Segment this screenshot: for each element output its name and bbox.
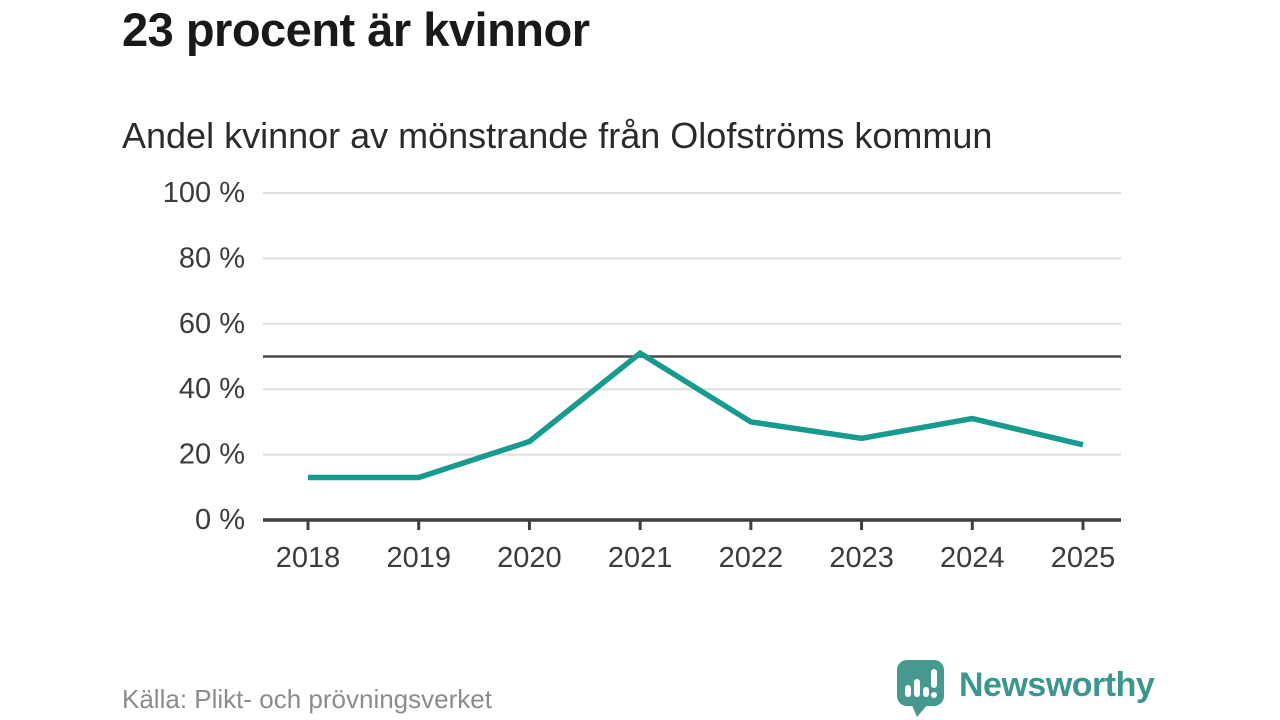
x-axis-tick-label: 2020 [497,542,562,574]
newsworthy-chart-bubble-icon [897,660,944,717]
source-note: Källa: Plikt- och prövningsverket [122,684,492,714]
x-axis-tick-label: 2022 [719,542,784,574]
newsworthy-logo: Newsworthy [896,660,1155,718]
brand-name: Newsworthy [959,665,1155,704]
y-axis-tick-label: 20 % [179,439,245,471]
y-axis-tick-label: 100 % [163,177,245,209]
y-axis-tick-label: 60 % [179,308,245,340]
x-axis-tick-label: 2021 [608,542,673,574]
line-chart: 2018 2019 2020 2021 2022 2023 2024 2025 0 % 20 % 4… [0,170,1280,590]
x-axis-tick-label: 2025 [1051,542,1116,574]
x-axis-tick-label: 2024 [940,542,1005,574]
x-axis-tick-label: 2018 [276,542,341,574]
y-axis-tick-label: 40 % [179,373,245,405]
page-title: 23 procent är kvinnor [122,3,590,56]
y-axis-tick-label: 80 % [179,242,245,274]
data-line-andel-kvinnor-av-m-nstrande [308,349,1084,481]
y-axis-tick-label: 0 % [195,504,245,536]
x-axis-tick-label: 2019 [386,542,451,574]
chart-subtitle: Andel kvinnor av mönstrande från Olofstr… [122,115,993,156]
line-chart-canvas: 2018 2019 2020 2021 2022 2023 2024 2025 0 % 20 % 4… [163,177,1121,574]
x-axis-tick-label: 2023 [829,542,894,574]
